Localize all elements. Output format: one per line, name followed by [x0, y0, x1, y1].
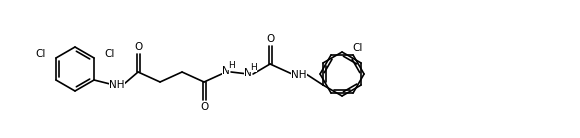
- Text: Cl: Cl: [104, 49, 114, 59]
- Text: O: O: [200, 102, 208, 112]
- Text: NH: NH: [291, 70, 307, 80]
- Text: H: H: [249, 63, 256, 71]
- Text: O: O: [134, 42, 142, 52]
- Text: Cl: Cl: [35, 49, 46, 59]
- Text: H: H: [228, 60, 234, 70]
- Text: Cl: Cl: [352, 43, 362, 53]
- Text: O: O: [266, 34, 274, 44]
- Text: NH: NH: [109, 80, 125, 90]
- Text: N: N: [244, 68, 252, 78]
- Text: N: N: [222, 66, 230, 76]
